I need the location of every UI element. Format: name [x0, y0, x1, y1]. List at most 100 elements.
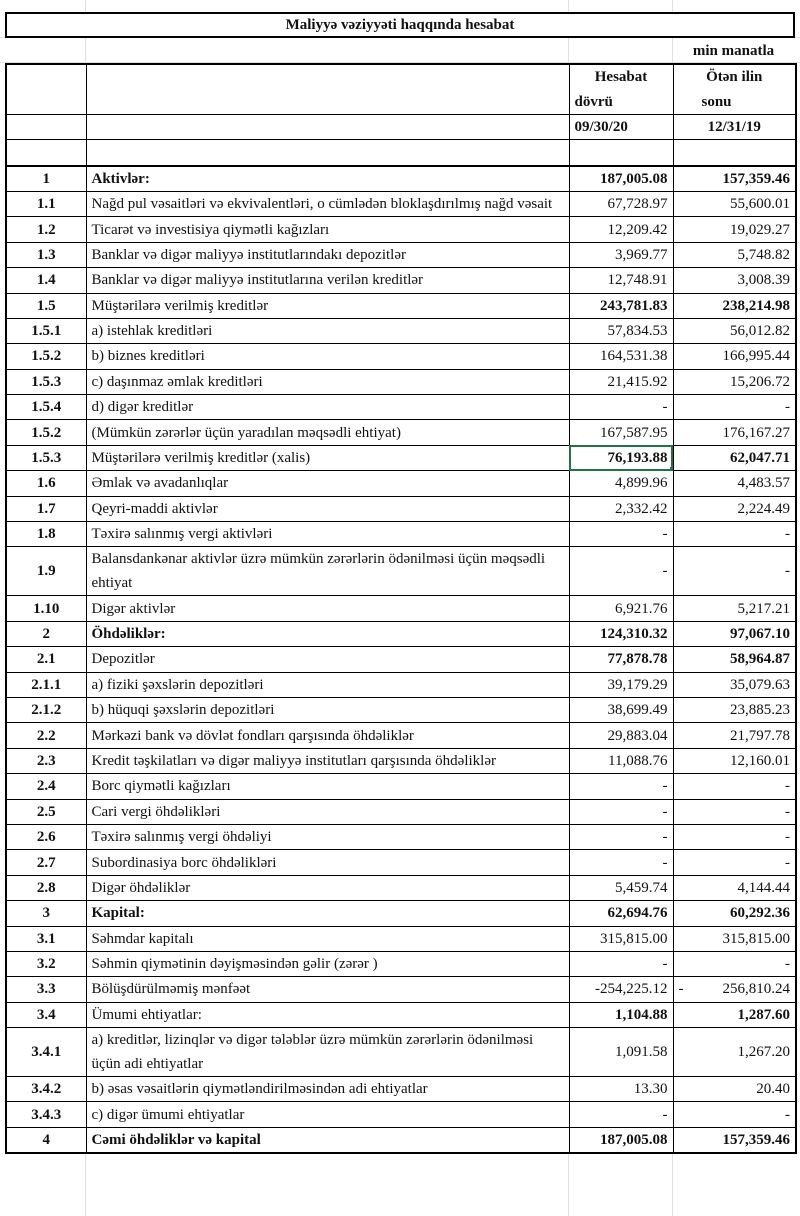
current-period-value[interactable]: 164,531.38	[568, 343, 674, 370]
row-label[interactable]: Kapital:	[85, 900, 570, 927]
prior-year-value[interactable]: 15,206.72	[672, 368, 797, 396]
prior-year-value[interactable]: 62,047.71	[672, 444, 797, 472]
row-label[interactable]: Əmlak və avadanlıqlar	[85, 470, 570, 497]
header-prior-year[interactable]: Ötən ilin	[672, 64, 797, 90]
prior-year-value[interactable]: -	[672, 798, 797, 825]
current-period-value[interactable]: 62,694.76	[568, 900, 674, 927]
row-label[interactable]: b) biznes kreditləri	[85, 343, 570, 370]
current-period-value[interactable]: -	[568, 1101, 674, 1128]
prior-year-value[interactable]: 166,995.44	[672, 343, 797, 370]
cell[interactable]	[5, 139, 87, 167]
current-period-value[interactable]: -	[568, 823, 674, 851]
row-label[interactable]: Səhmin qiymətinin dəyişməsindən gəlir (z…	[85, 950, 570, 978]
current-period-value[interactable]: -	[568, 773, 674, 800]
row-number[interactable]: 1.6	[5, 470, 87, 497]
cell[interactable]	[85, 89, 570, 115]
prior-year-value[interactable]: 5,748.82	[672, 241, 797, 269]
current-period-value[interactable]: 315,815.00	[568, 925, 674, 952]
header-current-period-line2[interactable]: dövrü	[568, 89, 674, 115]
prior-year-value[interactable]: 2,224.49	[672, 495, 797, 523]
row-number[interactable]: 2.6	[5, 823, 87, 851]
row-label[interactable]: Nağd pul vəsaitləri və ekvivalentləri, o…	[85, 190, 570, 218]
current-period-value[interactable]: 38,699.49	[568, 696, 674, 724]
row-number[interactable]: 2.4	[5, 773, 87, 800]
unit-label[interactable]: min manatla	[692, 43, 775, 59]
row-label[interactable]: Müştərilərə verilmiş kreditlər	[85, 292, 570, 319]
prior-year-value[interactable]: 23,885.23	[672, 696, 797, 724]
current-period-value[interactable]: 21,415.92	[568, 368, 674, 396]
row-number[interactable]: 1.9	[5, 546, 87, 597]
prior-year-value[interactable]: 3,008.39	[672, 267, 797, 294]
row-number[interactable]: 1.10	[5, 595, 87, 622]
current-period-value[interactable]: 5,459.74	[568, 874, 674, 902]
row-number[interactable]: 2.2	[5, 722, 87, 749]
current-period-value[interactable]: -	[568, 546, 674, 597]
current-period-value[interactable]: 124,310.32	[568, 620, 674, 648]
row-number[interactable]: 1.2	[5, 216, 87, 243]
row-number[interactable]: 2.1.1	[5, 671, 87, 698]
current-period-value[interactable]: 187,005.08	[568, 165, 674, 192]
row-label[interactable]: Ümumi ehtiyatlar:	[85, 1001, 570, 1029]
prior-year-value[interactable]: -	[672, 394, 797, 421]
row-label[interactable]: a) fiziki şəxslərin depozitləri	[85, 671, 570, 698]
prior-year-value[interactable]: 21,797.78	[672, 722, 797, 749]
row-number[interactable]: 2.7	[5, 849, 87, 876]
prior-year-value[interactable]: 315,815.00	[672, 925, 797, 952]
row-label[interactable]: Digər öhdəliklər	[85, 874, 570, 902]
current-period-value[interactable]: 39,179.29	[568, 671, 674, 698]
row-number[interactable]: 1.8	[5, 521, 87, 548]
row-label[interactable]: Borc qiymətli kağızları	[85, 773, 570, 800]
prior-year-value[interactable]: -	[672, 546, 797, 597]
prior-year-value[interactable]: 5,217.21	[672, 595, 797, 622]
row-number[interactable]: 2	[5, 620, 87, 648]
prior-year-value[interactable]: 4,144.44	[672, 874, 797, 902]
row-number[interactable]: 2.8	[5, 874, 87, 902]
prior-year-value[interactable]: -	[672, 773, 797, 800]
row-number[interactable]: 3.1	[5, 925, 87, 952]
row-label[interactable]: Balansdankənar aktivlər üzrə mümkün zərə…	[85, 546, 570, 597]
row-number[interactable]: 3.4	[5, 1001, 87, 1029]
row-number[interactable]: 1.4	[5, 267, 87, 294]
row-number[interactable]: 3	[5, 900, 87, 927]
header-current-period[interactable]: Hesabat	[568, 64, 674, 90]
row-label[interactable]: Aktivlər:	[85, 165, 570, 192]
row-number[interactable]: 1.5.3	[5, 368, 87, 396]
row-label[interactable]: Cəmi öhdəliklər və kapital	[85, 1126, 570, 1154]
row-label[interactable]: b) əsas vəsaitlərin qiymətləndirilməsind…	[85, 1076, 570, 1103]
row-label[interactable]: Təxirə salınmış vergi öhdəliyi	[85, 823, 570, 851]
row-number[interactable]: 3.4.2	[5, 1076, 87, 1103]
row-label[interactable]: d) digər kreditlər	[85, 394, 570, 421]
prior-year-value[interactable]: 157,359.46	[672, 1126, 797, 1154]
row-label[interactable]: Banklar və digər maliyyə institutlarında…	[85, 241, 570, 269]
prior-year-value[interactable]: -	[672, 1101, 797, 1128]
current-period-value[interactable]: -254,225.12	[568, 976, 674, 1003]
current-period-value[interactable]: 12,748.91	[568, 267, 674, 294]
prior-year-value[interactable]: 4,483.57	[672, 470, 797, 497]
row-number[interactable]: 1	[5, 165, 87, 192]
current-period-value[interactable]: 1,091.58	[568, 1027, 674, 1078]
row-number[interactable]: 3.4.3	[5, 1101, 87, 1128]
cell[interactable]	[5, 89, 87, 115]
row-label[interactable]: Bölüşdürülməmiş mənfəət	[85, 976, 570, 1003]
prior-year-value[interactable]: 60,292.36	[672, 900, 797, 927]
prior-year-value[interactable]: - 256,810.24	[672, 976, 797, 1003]
current-period-value[interactable]: 57,834.53	[568, 317, 674, 345]
header-prior-year-line2[interactable]: sonu	[672, 89, 797, 115]
current-period-value[interactable]: 77,878.78	[568, 646, 674, 673]
current-period-value[interactable]: 3,969.77	[568, 241, 674, 269]
current-period-value[interactable]: 13.30	[568, 1076, 674, 1103]
current-period-value[interactable]: -	[568, 394, 674, 421]
prior-year-value[interactable]: 12,160.01	[672, 747, 797, 775]
row-number[interactable]: 1.7	[5, 495, 87, 523]
current-period-value[interactable]: -	[568, 521, 674, 548]
current-period-value[interactable]: 243,781.83	[568, 292, 674, 319]
row-label[interactable]: Mərkəzi bank və dövlət fondları qarşısın…	[85, 722, 570, 749]
row-label[interactable]: Depozitlər	[85, 646, 570, 673]
row-number[interactable]: 3.4.1	[5, 1027, 87, 1078]
row-label[interactable]: Ticarət və investisiya qiymətli kağızlar…	[85, 216, 570, 243]
prior-year-value[interactable]: 238,214.98	[672, 292, 797, 319]
prior-year-value[interactable]: 35,079.63	[672, 671, 797, 698]
cell[interactable]	[568, 139, 674, 167]
header-prior-date[interactable]: 12/31/19	[672, 113, 797, 140]
row-number[interactable]: 4	[5, 1126, 87, 1154]
